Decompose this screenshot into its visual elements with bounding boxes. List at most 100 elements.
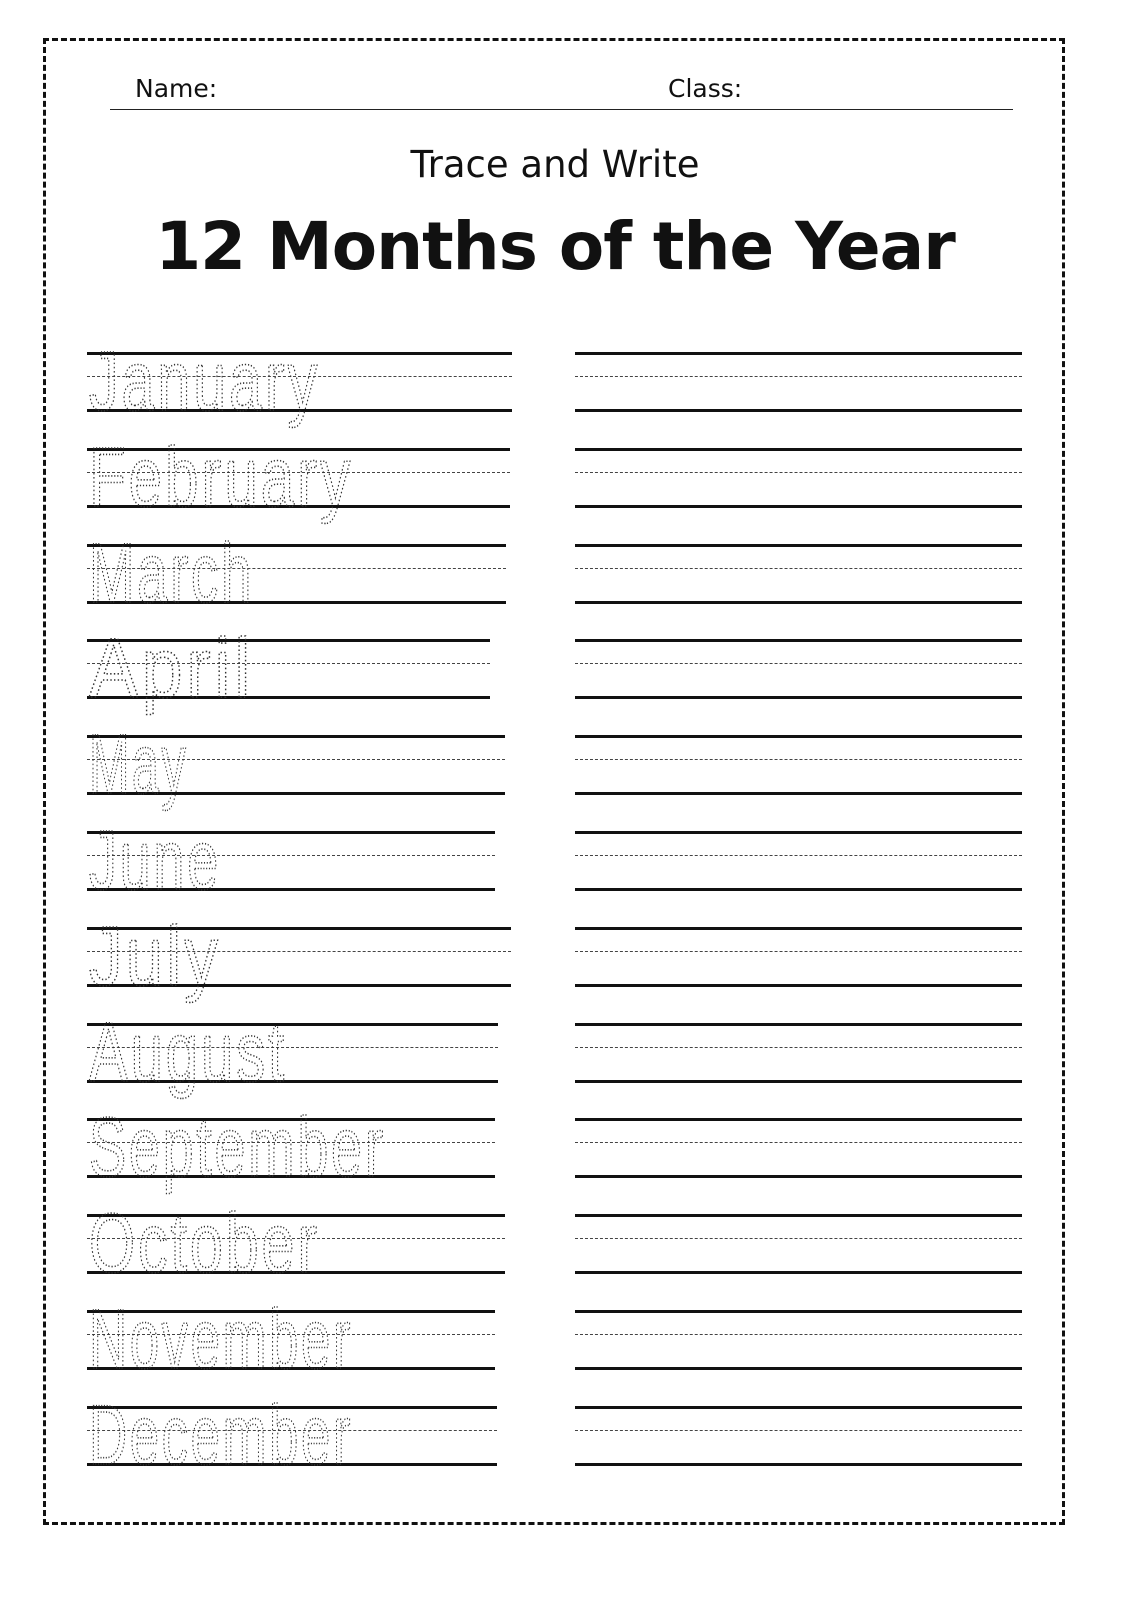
base-line xyxy=(575,888,1022,891)
base-line xyxy=(87,888,495,891)
mid-line xyxy=(575,1046,1022,1048)
trace-word: July xyxy=(88,908,218,1004)
top-line xyxy=(87,1310,495,1313)
trace-row[interactable]: October xyxy=(87,1195,505,1291)
top-line xyxy=(87,447,510,451)
name-class-line[interactable] xyxy=(110,109,1013,110)
top-line xyxy=(575,1118,1022,1122)
mid-line xyxy=(575,855,1022,856)
trace-word: August xyxy=(88,1004,284,1100)
top-line xyxy=(87,1214,505,1218)
mid-line xyxy=(575,1238,1022,1240)
mid-line xyxy=(87,1334,495,1335)
write-row[interactable] xyxy=(575,1405,1022,1466)
trace-row[interactable]: January xyxy=(87,333,512,429)
base-line xyxy=(575,696,1022,700)
top-line xyxy=(575,1022,1022,1026)
write-row[interactable] xyxy=(575,1118,1022,1179)
trace-word: September xyxy=(88,1100,383,1196)
trace-row[interactable]: September xyxy=(87,1100,495,1195)
trace-word: November xyxy=(88,1291,350,1387)
base-line xyxy=(575,1367,1022,1370)
trace-row[interactable]: July xyxy=(87,908,511,1004)
top-line xyxy=(575,735,1022,739)
trace-row[interactable]: November xyxy=(87,1291,495,1387)
write-row[interactable] xyxy=(575,1022,1022,1083)
mid-line xyxy=(575,1142,1022,1144)
top-line xyxy=(87,543,506,547)
trace-word: April xyxy=(88,621,251,717)
top-line xyxy=(87,639,490,643)
trace-word-text: December xyxy=(89,1388,353,1482)
mid-line xyxy=(87,471,510,473)
top-line xyxy=(87,926,511,930)
write-row[interactable] xyxy=(575,639,1022,700)
mid-line xyxy=(87,759,505,761)
base-line xyxy=(87,1462,497,1466)
trace-word-text: February xyxy=(89,430,353,524)
mid-line xyxy=(87,1046,498,1048)
mid-line xyxy=(87,376,512,377)
write-row[interactable] xyxy=(575,926,1022,987)
trace-row[interactable]: June xyxy=(87,812,495,908)
mid-line xyxy=(87,1429,497,1431)
mid-line xyxy=(87,1238,505,1240)
top-line xyxy=(575,1405,1022,1409)
top-line xyxy=(87,1022,498,1026)
top-line xyxy=(87,1118,495,1122)
trace-word-text: May xyxy=(89,717,188,811)
base-line xyxy=(575,504,1022,508)
base-line xyxy=(575,600,1022,604)
mid-line xyxy=(87,950,511,952)
write-row[interactable] xyxy=(575,447,1022,508)
write-row[interactable] xyxy=(575,1310,1022,1370)
trace-row[interactable]: August xyxy=(87,1004,498,1099)
top-line xyxy=(575,1310,1022,1313)
mid-line xyxy=(575,471,1022,473)
mid-line xyxy=(575,663,1022,665)
trace-word-text: July xyxy=(89,909,221,1003)
base-line xyxy=(87,504,510,508)
trace-row[interactable]: December xyxy=(87,1387,497,1483)
write-row[interactable] xyxy=(575,735,1022,796)
top-line xyxy=(87,831,495,834)
trace-word: January xyxy=(88,333,317,429)
page-border xyxy=(43,38,1065,1525)
trace-row[interactable]: April xyxy=(87,621,490,716)
trace-word-text: October xyxy=(89,1196,320,1290)
mid-line xyxy=(575,759,1022,761)
trace-word-text: June xyxy=(89,813,221,907)
trace-word-text: March xyxy=(89,526,254,620)
worksheet-title: 12 Months of the Year xyxy=(155,208,956,285)
write-row[interactable] xyxy=(575,352,1022,412)
write-row[interactable] xyxy=(575,543,1022,604)
top-line xyxy=(87,1405,497,1409)
mid-line xyxy=(575,950,1022,952)
mid-line xyxy=(87,567,506,569)
base-line xyxy=(87,696,490,700)
trace-word: June xyxy=(88,812,218,908)
trace-word-text: November xyxy=(89,1292,353,1386)
write-row[interactable] xyxy=(575,831,1022,891)
base-line xyxy=(87,600,506,604)
trace-row[interactable]: February xyxy=(87,429,510,525)
mid-line xyxy=(575,376,1022,377)
top-line xyxy=(575,543,1022,547)
base-line xyxy=(87,792,505,796)
trace-row[interactable]: May xyxy=(87,716,505,812)
trace-word-text: January xyxy=(89,334,320,428)
top-line xyxy=(575,639,1022,643)
trace-row[interactable]: March xyxy=(87,525,506,620)
base-line xyxy=(575,792,1022,796)
mid-line xyxy=(575,1429,1022,1431)
top-line xyxy=(575,447,1022,451)
worksheet-subtitle: Trace and Write xyxy=(410,143,700,186)
base-line xyxy=(87,1367,495,1370)
trace-word: February xyxy=(88,429,350,525)
trace-word-text: September xyxy=(89,1100,386,1194)
write-row[interactable] xyxy=(575,1214,1022,1275)
trace-word: October xyxy=(88,1195,317,1291)
name-label: Name: xyxy=(135,74,218,103)
base-line xyxy=(87,1271,505,1275)
top-line xyxy=(87,352,512,355)
